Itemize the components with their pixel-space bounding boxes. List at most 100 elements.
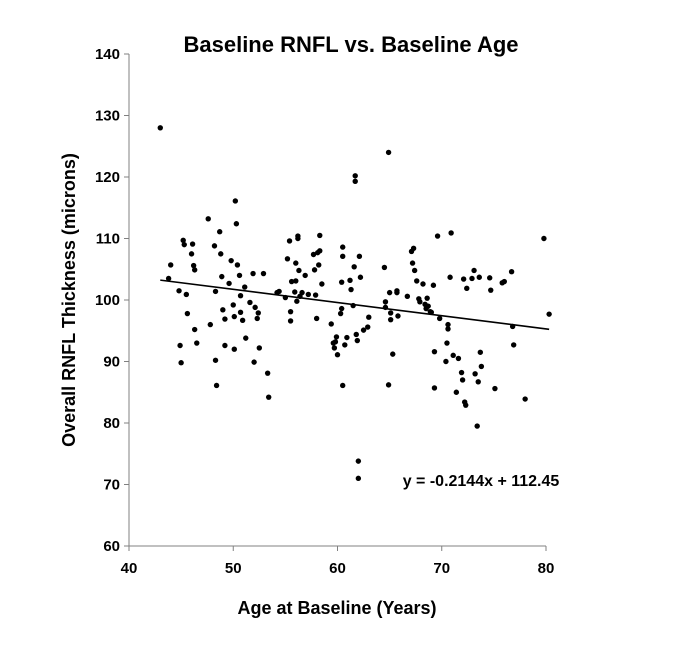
data-point	[338, 305, 345, 312]
data-point	[385, 382, 392, 388]
data-point	[404, 293, 411, 300]
data-point	[276, 288, 282, 295]
data-point	[328, 321, 334, 327]
data-point	[230, 302, 236, 308]
data-point	[334, 352, 341, 358]
data-point	[294, 298, 300, 304]
x-tick-label: 80	[538, 560, 555, 577]
data-point	[430, 282, 437, 288]
data-point	[337, 310, 344, 317]
data-point	[157, 125, 163, 131]
data-point	[431, 385, 438, 391]
data-point	[387, 316, 394, 323]
data-point	[310, 251, 317, 258]
data-point	[395, 313, 401, 319]
data-point	[348, 286, 354, 293]
data-point	[183, 291, 190, 298]
data-point	[255, 310, 261, 316]
data-point	[443, 358, 449, 365]
data-point	[260, 270, 267, 277]
chart-title: Baseline RNFL vs. Baseline Age	[183, 32, 518, 57]
data-point	[205, 216, 211, 222]
data-point	[338, 279, 345, 285]
data-point	[189, 241, 196, 247]
data-point	[287, 318, 294, 324]
data-point	[250, 270, 256, 277]
data-point	[394, 289, 400, 296]
data-point	[311, 267, 318, 273]
data-point	[458, 369, 465, 376]
data-point	[455, 355, 462, 362]
y-tick-label: 90	[103, 354, 120, 371]
data-point	[385, 149, 392, 156]
data-point	[332, 339, 339, 345]
data-point	[355, 475, 362, 482]
y-tick-label: 80	[103, 415, 120, 432]
data-point	[444, 340, 450, 346]
data-point	[355, 458, 362, 464]
y-axis-title: Overall RNFL Thickness (microns)	[59, 153, 79, 447]
data-point	[213, 382, 220, 389]
data-point	[190, 262, 197, 269]
data-point	[231, 346, 237, 352]
data-point	[317, 232, 323, 239]
data-point	[414, 278, 420, 284]
data-point	[508, 269, 515, 275]
data-point	[424, 295, 430, 301]
data-point	[386, 289, 393, 296]
data-point	[247, 299, 253, 306]
data-point	[237, 292, 244, 299]
x-tick-label: 60	[329, 560, 346, 577]
data-point	[228, 257, 234, 264]
data-point	[176, 288, 182, 294]
data-point	[340, 244, 346, 250]
y-tick-label: 100	[95, 292, 120, 309]
data-point	[463, 402, 469, 408]
data-point	[252, 304, 258, 311]
data-point	[218, 251, 224, 257]
data-point	[488, 287, 494, 293]
data-point	[447, 274, 453, 280]
data-point	[177, 342, 183, 349]
data-point	[420, 281, 426, 287]
data-point	[425, 303, 431, 309]
y-tick-label: 130	[95, 108, 120, 125]
data-point	[387, 310, 394, 316]
data-point	[233, 221, 240, 227]
x-axis-title: Age at Baseline (Years)	[237, 598, 436, 618]
data-point	[287, 308, 294, 315]
data-point	[184, 310, 191, 317]
data-point	[331, 345, 338, 351]
trendline-equation: y = -0.2144x + 112.45	[403, 473, 560, 490]
data-point	[242, 284, 248, 290]
data-point	[381, 264, 388, 271]
data-point	[501, 278, 507, 285]
data-point	[232, 198, 239, 204]
data-point	[409, 260, 416, 266]
data-point	[464, 285, 470, 292]
data-point	[434, 233, 441, 239]
data-point	[352, 173, 358, 179]
data-point	[475, 379, 481, 385]
data-point	[286, 238, 293, 244]
data-point	[284, 256, 291, 262]
data-point	[471, 267, 477, 274]
x-tick-label: 70	[433, 560, 450, 577]
data-point	[354, 337, 361, 344]
data-point	[191, 326, 198, 333]
data-point	[365, 324, 371, 330]
data-point	[469, 275, 475, 282]
data-point	[226, 280, 232, 287]
data-point	[351, 264, 357, 270]
data-point	[188, 251, 195, 257]
data-point	[222, 316, 228, 322]
data-point	[356, 253, 363, 260]
data-point	[256, 345, 263, 351]
data-points	[157, 125, 552, 482]
data-point	[342, 342, 348, 348]
data-point	[333, 334, 340, 340]
data-point	[243, 335, 249, 341]
trendline	[160, 279, 550, 331]
